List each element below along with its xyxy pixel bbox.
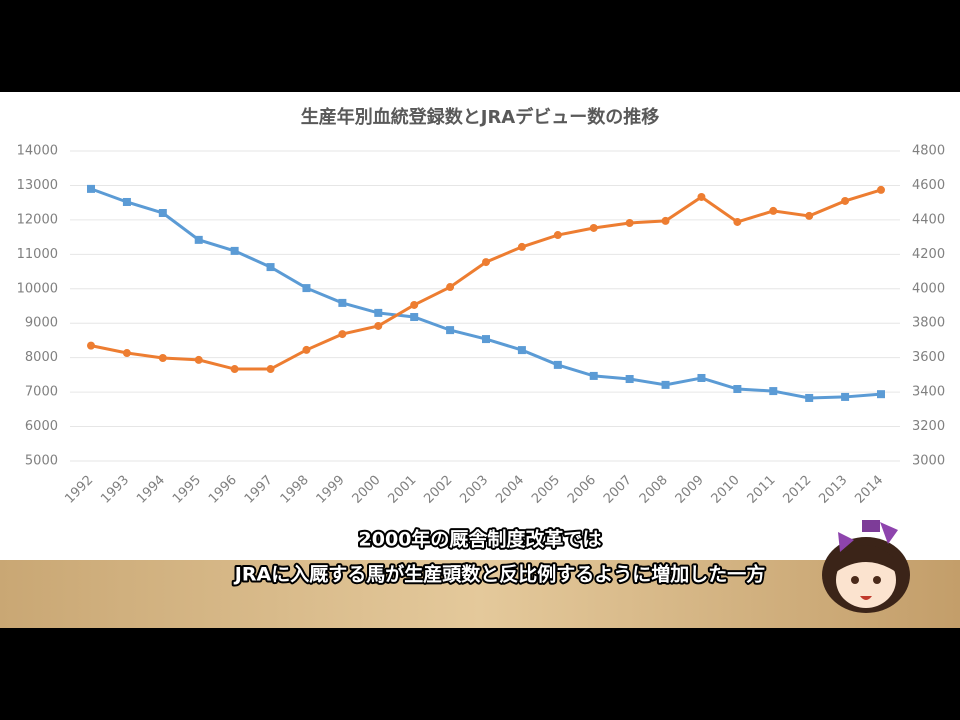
point — [266, 365, 275, 374]
y2-tick-label: 3200 — [912, 419, 945, 434]
y2-tick-label: 4800 — [912, 144, 945, 159]
point — [302, 284, 311, 293]
point — [482, 258, 490, 267]
point — [589, 223, 598, 232]
point — [553, 231, 562, 240]
y-tick-label: 5000 — [25, 454, 58, 469]
point — [410, 313, 419, 322]
point — [877, 185, 885, 194]
subtitle-band — [0, 560, 960, 628]
y-tick-label: 9000 — [25, 316, 58, 331]
point — [230, 365, 239, 374]
point — [338, 330, 347, 339]
point — [374, 308, 383, 317]
point — [158, 354, 167, 363]
point — [805, 211, 814, 220]
y2-tick-label: 4000 — [912, 281, 945, 296]
point — [446, 283, 455, 292]
y-tick-label: 6000 — [25, 419, 58, 434]
y2-tick-label: 4400 — [912, 212, 945, 227]
y-tick-label: 8000 — [25, 350, 58, 365]
point — [158, 209, 167, 217]
point — [769, 206, 778, 215]
point — [482, 335, 490, 344]
point — [266, 263, 275, 272]
point — [841, 392, 850, 401]
y2-tick-label: 4200 — [912, 247, 945, 262]
point — [877, 390, 885, 399]
point — [733, 217, 742, 226]
y-tick-label: 11000 — [17, 247, 58, 262]
point — [517, 346, 526, 355]
chart-area — [0, 92, 960, 562]
point — [733, 385, 742, 394]
point — [122, 349, 131, 358]
point — [589, 371, 598, 380]
y2-tick-label: 3000 — [912, 454, 945, 469]
y-tick-label: 12000 — [17, 212, 58, 227]
y2-tick-label: 4600 — [912, 178, 945, 193]
y2-tick-label: 3400 — [912, 385, 945, 400]
point — [553, 360, 562, 369]
y2-tick-label: 3600 — [912, 350, 945, 365]
point — [841, 196, 850, 205]
point — [374, 321, 383, 330]
subtitle-line: JRAに入厩する馬が生産頭数と反比例するように増加した一方 — [233, 563, 765, 586]
y-tick-label: 13000 — [17, 178, 58, 193]
point — [661, 380, 670, 389]
point — [805, 393, 814, 402]
point — [697, 192, 706, 201]
subtitle-line: 2000年の厩舎制度改革では — [359, 528, 602, 551]
character — [822, 520, 910, 613]
point — [697, 373, 706, 382]
y2-tick-label: 3800 — [912, 316, 945, 331]
y-tick-label: 14000 — [17, 144, 58, 159]
point — [410, 300, 419, 309]
point — [87, 184, 95, 193]
y-tick-label: 7000 — [25, 385, 58, 400]
point — [625, 375, 634, 384]
point — [122, 197, 131, 206]
point — [230, 246, 239, 255]
point — [625, 218, 634, 227]
point — [661, 216, 670, 225]
chart-title: 生産年別血統登録数とJRAデビュー数の推移 — [301, 106, 660, 128]
y-tick-label: 10000 — [17, 281, 58, 296]
point — [194, 235, 203, 244]
point — [87, 341, 95, 350]
point — [446, 326, 455, 335]
point — [194, 355, 203, 364]
point — [338, 298, 347, 307]
point — [769, 387, 778, 396]
point — [517, 242, 526, 251]
point — [302, 345, 311, 354]
